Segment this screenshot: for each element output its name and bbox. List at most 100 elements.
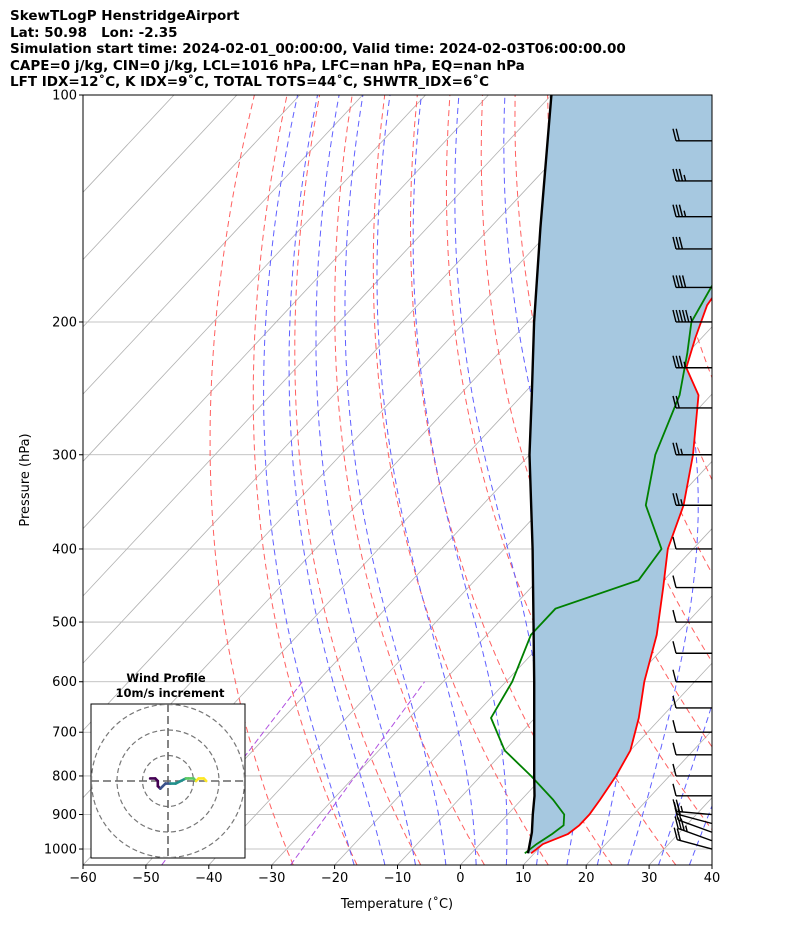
wind-barb-flag (675, 275, 680, 288)
dewpoint-line (489, 284, 712, 855)
isotherm-line (397, 528, 712, 865)
wind-barb-flag (672, 309, 677, 323)
x-tick-label: −20 (321, 871, 348, 886)
wind-barb-flag (672, 128, 677, 141)
wind-barb-flag (675, 355, 680, 368)
wind-barb-half-flag (680, 499, 684, 506)
wind-barb-staff (677, 813, 713, 825)
moist-adiabat (344, 95, 447, 865)
wind-barb (672, 536, 712, 550)
isotherm-line (83, 95, 615, 664)
wind-barb-flag (672, 493, 677, 506)
isotherm-line (83, 95, 301, 328)
moist-adiabat (263, 95, 355, 865)
wind-barb (672, 128, 712, 142)
wind-barb (672, 236, 712, 250)
wind-barb-flag (672, 763, 677, 777)
p-tick-label: 700 (52, 726, 77, 741)
wind-barb-flag (678, 355, 684, 368)
x-tick-label: 20 (578, 871, 595, 886)
wind-barb-flag (681, 275, 687, 288)
wind-barb-flag (675, 442, 680, 455)
wind-barb-half-flag (680, 448, 684, 455)
header-location: Lat: 50.98 Lon: -2.35 (10, 24, 178, 41)
dry-adiabat (743, 95, 794, 865)
dry-adiabat (294, 95, 422, 865)
wind-barb-flag (685, 309, 690, 323)
wind-barb-flag (681, 309, 687, 323)
x-axis-label: Temperature (˚C) (340, 896, 453, 912)
isotherm-line (83, 95, 238, 261)
wind-barb-flag (672, 641, 677, 654)
dry-adiabat (710, 95, 712, 107)
header-title: SkewTLogP HenstridgeAirport (10, 8, 240, 24)
p-tick-label: 200 (52, 315, 77, 330)
wind-barb-flag (672, 536, 677, 550)
wind-barb-flag (672, 168, 677, 182)
dry-adiabat (514, 95, 712, 748)
wind-barb-flag (675, 493, 680, 506)
x-tick-label: 30 (641, 871, 658, 886)
wind-barb (672, 799, 713, 816)
hodograph-plot (91, 704, 245, 858)
p-tick-label: 1000 (44, 843, 77, 858)
wind-barb-flag (672, 395, 677, 409)
wind-barb-flag (678, 168, 684, 182)
wind-barb (672, 204, 712, 218)
wind-barb-flag (678, 309, 684, 323)
y-axis-label: Pressure (hPa) (18, 433, 33, 526)
wind-barb (672, 442, 712, 456)
moist-adiabat (376, 95, 477, 865)
wind-barb-flag (678, 275, 684, 288)
moist-adiabat (315, 95, 416, 865)
wind-barb-flag (675, 168, 680, 182)
p-tick-label: 300 (52, 448, 77, 463)
hodograph-trace-segment (202, 777, 208, 783)
wind-barb-flag (672, 783, 677, 796)
header-indices-cape: CAPE=0 j/kg, CIN=0 j/kg, LCL=1016 hPa, L… (10, 57, 525, 74)
wind-barb (672, 609, 712, 623)
x-tick-label: −10 (384, 871, 411, 886)
wind-barb-half-flag (683, 361, 687, 368)
x-tick-label: −30 (258, 871, 285, 886)
isotherm-line (83, 95, 489, 530)
inset-title: Wind Profile (126, 671, 206, 685)
wind-barb-flag (675, 395, 680, 409)
isotherm-line (585, 729, 712, 865)
wind-barb-half-flag (683, 174, 687, 182)
wind-barb (672, 575, 712, 589)
moist-adiabat (288, 95, 386, 865)
wind-barb-flag (672, 236, 677, 250)
isotherm-line (711, 864, 712, 865)
wind-barb-flag (674, 816, 679, 829)
wind-barb (672, 168, 712, 182)
wind-barb (672, 641, 712, 654)
wind-barb-flag (672, 204, 677, 217)
wind-barb (673, 827, 713, 850)
dry-adiabat (334, 95, 485, 865)
moist-adiabat (720, 95, 794, 865)
wind-barb (672, 275, 712, 289)
wind-barb-half-flag (680, 805, 684, 813)
wind-barb (672, 493, 712, 506)
wind-barb (672, 742, 712, 756)
wind-barb-flag (675, 799, 681, 812)
wind-barb (672, 669, 712, 683)
wind-barb (672, 720, 712, 733)
wind-barb-half-flag (685, 825, 688, 832)
wind-barb-flag (672, 275, 677, 288)
wind-barb-flag (672, 355, 677, 368)
isotherm-line (83, 95, 552, 597)
wind-barb-flag (672, 720, 677, 733)
wind-barb-flag (675, 309, 680, 323)
isotherm-line (145, 258, 712, 865)
wind-barb-flag (678, 236, 684, 250)
mixing-ratio-line (290, 681, 426, 865)
wind-barb (672, 309, 712, 323)
x-tick-label: −40 (195, 871, 222, 886)
wind-barb-staff (676, 810, 713, 816)
wind-barb-flag (678, 204, 684, 217)
isotherm-line (334, 460, 712, 865)
p-tick-label: 800 (52, 769, 77, 784)
isotherm-line (83, 95, 426, 462)
